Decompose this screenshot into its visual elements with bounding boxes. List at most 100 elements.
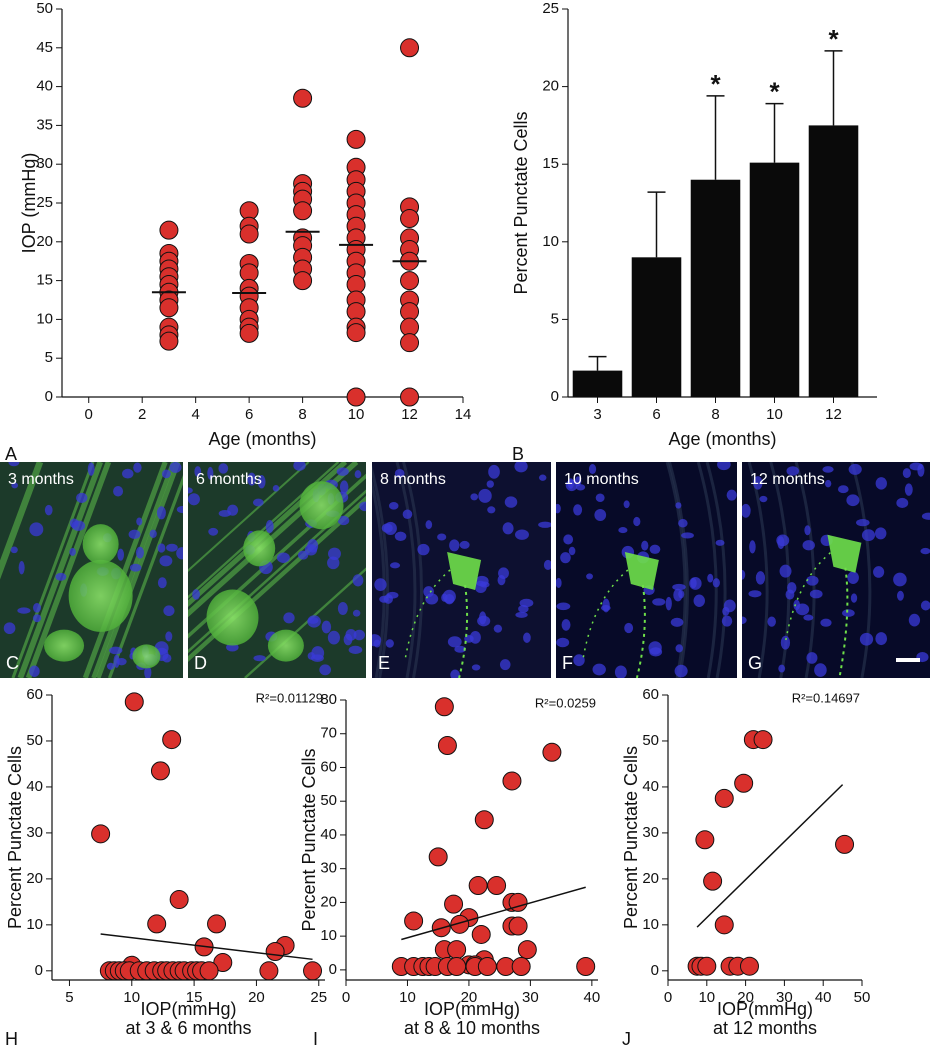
nucleus bbox=[55, 572, 67, 581]
y-tick-label: 25 bbox=[542, 0, 559, 17]
y-tick-label: 40 bbox=[320, 826, 337, 843]
nucleus bbox=[339, 480, 349, 494]
y-axis-title: Percent Punctate Cells bbox=[511, 111, 531, 294]
fiber bbox=[705, 462, 727, 678]
nucleus bbox=[715, 539, 725, 546]
nucleus bbox=[425, 593, 439, 605]
nucleus bbox=[293, 462, 306, 471]
micrograph: 12 months G bbox=[742, 462, 930, 678]
y-axis-title: Percent Punctate Cells bbox=[621, 746, 641, 929]
fiber bbox=[188, 495, 366, 663]
fiber bbox=[668, 462, 689, 678]
y-tick-label: 0 bbox=[329, 961, 337, 978]
significance-mark: * bbox=[769, 77, 780, 107]
x-axis-title: IOP(mmHg) bbox=[424, 999, 520, 1019]
nucleus bbox=[163, 605, 175, 617]
y-tick-label: 5 bbox=[551, 310, 559, 327]
nucleus bbox=[157, 577, 167, 589]
nucleus bbox=[917, 463, 925, 477]
panel-letter: I bbox=[313, 1029, 318, 1049]
data-point bbox=[753, 730, 773, 750]
y-tick-label: 80 bbox=[320, 691, 337, 708]
nucleus bbox=[776, 534, 790, 547]
nucleus bbox=[113, 654, 120, 668]
bar bbox=[631, 257, 682, 397]
data-point bbox=[447, 957, 467, 977]
x-tick-label: 50 bbox=[854, 989, 871, 1006]
y-tick-label: 35 bbox=[36, 116, 53, 133]
nucleus bbox=[594, 509, 607, 522]
panel-letter: A bbox=[5, 444, 17, 464]
nucleus bbox=[372, 634, 382, 647]
nucleus bbox=[873, 566, 885, 578]
data-point bbox=[468, 876, 488, 896]
x-tick-label: 25 bbox=[310, 989, 327, 1006]
nucleus bbox=[437, 533, 447, 541]
cell bbox=[68, 559, 133, 632]
y-tick-label: 5 bbox=[45, 349, 53, 366]
micrograph-content bbox=[742, 462, 930, 678]
image-label: 10 months bbox=[564, 471, 639, 488]
micrograph: 6 months D bbox=[188, 462, 366, 678]
nucleus bbox=[820, 618, 832, 627]
nucleus bbox=[297, 550, 309, 560]
nucleus bbox=[556, 602, 571, 611]
data-point bbox=[437, 736, 457, 756]
nucleus bbox=[749, 540, 756, 554]
nucleus bbox=[618, 527, 628, 534]
nucleus bbox=[563, 534, 574, 545]
y-tick-label: 15 bbox=[542, 155, 559, 172]
nucleus bbox=[227, 504, 239, 516]
nucleus bbox=[723, 599, 736, 613]
data-point bbox=[199, 961, 219, 981]
nucleus bbox=[806, 575, 819, 586]
nucleus bbox=[17, 607, 31, 614]
nucleus bbox=[128, 529, 141, 540]
y-tick-label: 0 bbox=[45, 388, 53, 405]
data-point bbox=[159, 298, 179, 318]
nucleus bbox=[904, 483, 913, 496]
nucleus bbox=[896, 497, 909, 509]
nucleus bbox=[459, 540, 470, 549]
nucleus bbox=[470, 493, 479, 501]
y-tick-label: 20 bbox=[642, 870, 659, 887]
x-tick-label: 8 bbox=[711, 406, 719, 423]
cell bbox=[82, 524, 119, 565]
nucleus bbox=[480, 581, 490, 588]
regression-line bbox=[100, 933, 313, 961]
process bbox=[838, 567, 849, 678]
nucleus bbox=[454, 645, 466, 653]
x-tick-label: 10 bbox=[399, 989, 416, 1006]
nucleus bbox=[648, 641, 662, 655]
nucleus bbox=[156, 506, 166, 520]
nucleus bbox=[786, 466, 800, 476]
nucleus bbox=[129, 563, 142, 572]
data-point bbox=[739, 956, 759, 976]
x-tick-label: 15 bbox=[186, 989, 203, 1006]
nucleus bbox=[149, 529, 157, 538]
nucleus bbox=[633, 516, 641, 527]
x-axis-title: IOP(mmHg) bbox=[717, 999, 813, 1019]
nucleus bbox=[18, 561, 25, 575]
x-tick-label: 6 bbox=[245, 406, 253, 423]
x-tick-label: 20 bbox=[461, 989, 478, 1006]
data-point bbox=[450, 914, 470, 934]
micrograph: 3 months C bbox=[0, 462, 183, 678]
nucleus bbox=[310, 654, 324, 662]
nucleus bbox=[283, 612, 295, 624]
nucleus bbox=[874, 527, 887, 540]
y-tick-label: 0 bbox=[35, 962, 43, 979]
nucleus bbox=[272, 485, 280, 492]
y-tick-label: 70 bbox=[320, 725, 337, 742]
nucleus bbox=[672, 583, 686, 591]
nucleus bbox=[159, 555, 173, 567]
nucleus bbox=[29, 522, 44, 537]
nucleus bbox=[359, 501, 366, 512]
nucleus bbox=[742, 503, 751, 518]
nucleus bbox=[208, 527, 219, 536]
data-point bbox=[697, 956, 717, 976]
nucleus bbox=[649, 544, 661, 554]
nucleus bbox=[568, 546, 576, 556]
fiber bbox=[850, 462, 872, 678]
